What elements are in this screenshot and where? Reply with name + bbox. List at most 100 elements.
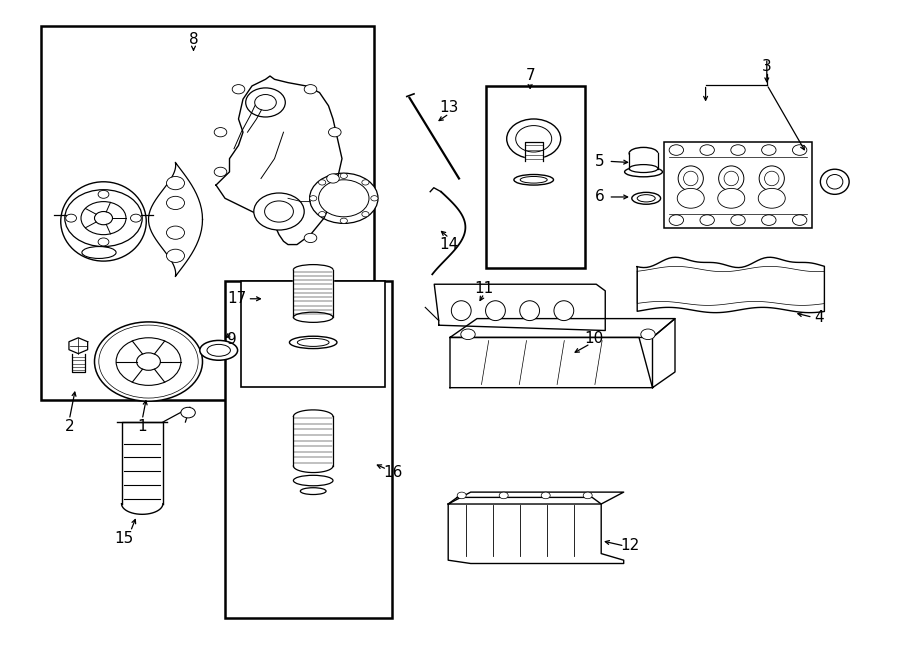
Circle shape <box>137 353 160 370</box>
Circle shape <box>340 218 347 223</box>
Ellipse shape <box>724 171 738 186</box>
Ellipse shape <box>718 166 743 191</box>
Circle shape <box>304 233 317 243</box>
Circle shape <box>214 167 227 176</box>
Polygon shape <box>629 153 658 169</box>
Circle shape <box>792 215 807 225</box>
Ellipse shape <box>290 336 337 348</box>
Polygon shape <box>652 319 675 387</box>
Ellipse shape <box>301 488 326 494</box>
Circle shape <box>677 188 704 208</box>
Polygon shape <box>448 492 624 504</box>
Ellipse shape <box>625 167 662 177</box>
Circle shape <box>461 329 475 340</box>
Circle shape <box>731 145 745 155</box>
Circle shape <box>304 85 317 94</box>
Polygon shape <box>293 416 333 466</box>
Circle shape <box>246 88 285 117</box>
Ellipse shape <box>821 169 850 194</box>
Circle shape <box>66 214 77 222</box>
Circle shape <box>362 180 369 185</box>
Polygon shape <box>216 76 342 245</box>
Circle shape <box>362 212 369 217</box>
Ellipse shape <box>297 338 329 346</box>
Circle shape <box>319 212 326 217</box>
Ellipse shape <box>826 175 842 189</box>
Ellipse shape <box>514 175 554 185</box>
Ellipse shape <box>61 182 146 261</box>
Text: 12: 12 <box>620 539 640 553</box>
Text: 7: 7 <box>526 68 535 83</box>
Ellipse shape <box>629 147 658 159</box>
Circle shape <box>516 126 552 152</box>
Ellipse shape <box>293 312 333 323</box>
Polygon shape <box>148 163 202 276</box>
Circle shape <box>669 145 684 155</box>
Ellipse shape <box>554 301 573 321</box>
Circle shape <box>792 145 807 155</box>
Circle shape <box>319 180 326 185</box>
Circle shape <box>265 201 293 222</box>
Circle shape <box>758 188 785 208</box>
Text: 8: 8 <box>189 32 198 47</box>
Circle shape <box>583 492 592 499</box>
Text: 10: 10 <box>584 331 604 346</box>
Polygon shape <box>122 422 163 504</box>
Text: 17: 17 <box>227 292 247 306</box>
Polygon shape <box>450 337 652 387</box>
Polygon shape <box>122 504 163 514</box>
Bar <box>663 142 812 228</box>
Circle shape <box>103 328 194 395</box>
Ellipse shape <box>520 176 547 183</box>
Circle shape <box>718 188 745 208</box>
Circle shape <box>181 407 195 418</box>
Polygon shape <box>637 257 824 313</box>
Circle shape <box>130 214 141 222</box>
Polygon shape <box>525 142 543 161</box>
Text: 4: 4 <box>814 310 824 325</box>
Polygon shape <box>293 410 333 416</box>
Text: 14: 14 <box>439 237 459 252</box>
Circle shape <box>166 196 184 210</box>
Text: 15: 15 <box>114 531 134 545</box>
Ellipse shape <box>764 171 778 186</box>
Circle shape <box>731 215 745 225</box>
Text: 16: 16 <box>383 465 403 480</box>
Polygon shape <box>72 346 85 354</box>
Circle shape <box>94 212 112 225</box>
Ellipse shape <box>629 165 658 173</box>
Circle shape <box>761 145 776 155</box>
Text: 13: 13 <box>439 100 459 114</box>
Polygon shape <box>450 319 675 337</box>
Circle shape <box>669 215 684 225</box>
Ellipse shape <box>451 301 472 321</box>
Ellipse shape <box>293 475 333 486</box>
Circle shape <box>99 325 198 398</box>
Ellipse shape <box>207 344 230 356</box>
Ellipse shape <box>486 301 506 321</box>
Polygon shape <box>293 270 333 317</box>
Circle shape <box>166 176 184 190</box>
Text: 9: 9 <box>228 332 237 347</box>
Ellipse shape <box>293 264 333 275</box>
Text: 1: 1 <box>138 419 147 434</box>
Ellipse shape <box>200 340 238 360</box>
Polygon shape <box>434 284 605 330</box>
Ellipse shape <box>82 247 116 258</box>
Polygon shape <box>448 497 624 563</box>
Text: 6: 6 <box>595 190 604 204</box>
Circle shape <box>105 330 192 393</box>
Text: 2: 2 <box>65 419 74 434</box>
Text: 3: 3 <box>762 59 771 73</box>
Ellipse shape <box>679 166 704 191</box>
Circle shape <box>371 196 378 201</box>
Polygon shape <box>69 338 87 354</box>
Bar <box>486 86 585 268</box>
Ellipse shape <box>759 166 784 191</box>
Ellipse shape <box>520 301 539 321</box>
Circle shape <box>98 190 109 198</box>
Circle shape <box>327 174 339 183</box>
Circle shape <box>507 119 561 159</box>
Circle shape <box>310 173 378 223</box>
Circle shape <box>94 322 202 401</box>
